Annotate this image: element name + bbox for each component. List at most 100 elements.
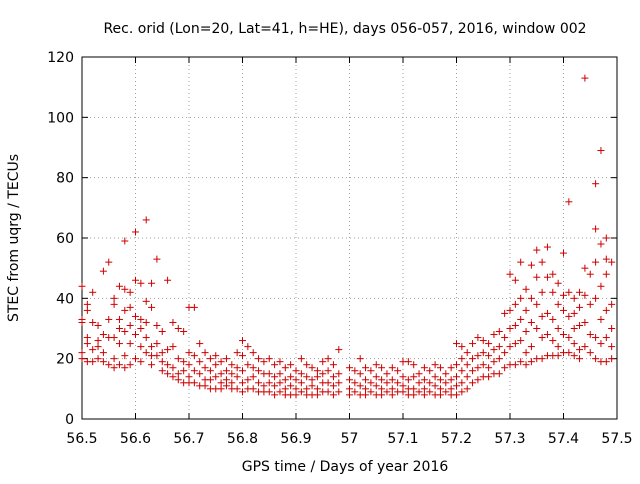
data-point [469,367,477,375]
data-point [543,243,551,251]
data-point [586,270,594,278]
data-point [324,355,332,363]
data-point [239,379,246,387]
data-point [592,225,600,233]
data-point [169,343,177,351]
data-point [501,364,509,372]
data-point [592,180,600,188]
data-point [533,246,541,254]
data-point [517,315,525,323]
data-point [335,370,343,378]
data-point [110,364,118,372]
data-point [527,294,535,302]
data-point [554,352,562,360]
data-point [99,358,107,366]
data-point [233,364,241,372]
data-point [581,291,589,299]
data-point [164,346,172,354]
x-tick-label: 57.3 [494,431,525,447]
data-point [196,340,204,348]
data-point [453,361,460,369]
data-point [110,300,118,308]
data-point [608,355,616,363]
data-point [474,364,482,372]
data-point [126,321,134,329]
data-point [538,334,546,342]
data-point [153,352,161,360]
data-point [474,352,482,360]
data-point [271,391,279,399]
data-point [174,355,182,363]
data-point [442,388,450,396]
data-point [474,376,482,384]
y-tick-label: 60 [56,231,74,247]
data-point [415,370,423,378]
data-point [388,385,396,393]
data-point [415,379,423,387]
data-point [308,376,316,384]
data-point [485,340,493,348]
data-point [570,325,578,332]
data-point [115,282,123,290]
data-point [239,367,246,375]
data-point [239,337,246,345]
data-point [501,309,509,317]
data-point [597,282,605,290]
data-point [517,258,525,266]
data-point [217,370,225,378]
data-point [576,346,584,354]
data-point [196,370,204,378]
data-point [276,379,284,387]
data-point [244,376,252,384]
data-point [410,373,418,381]
x-tick-label: 57.2 [441,431,472,447]
data-point [485,373,493,381]
data-point [94,337,102,345]
data-point [121,328,129,336]
data-point [201,382,209,390]
data-point [313,385,321,393]
data-point [410,385,418,393]
data-point [538,312,546,320]
data-point [196,358,204,366]
data-point [212,373,220,381]
data-point [511,361,519,369]
data-point [554,300,562,308]
data-point [148,279,156,287]
data-point [249,373,257,381]
data-points [78,74,616,399]
data-point [490,331,498,339]
data-point [608,258,616,266]
data-point [329,382,337,390]
data-point [394,379,402,387]
data-point [586,349,594,357]
data-point [137,358,145,366]
data-point [490,346,498,354]
data-point [442,379,450,387]
data-point [410,361,418,369]
data-point [105,258,113,266]
data-point [244,343,252,351]
data-point [420,385,428,393]
data-point [485,364,493,372]
data-point [602,358,610,366]
data-point [372,382,380,390]
data-point [506,325,514,332]
data-point [89,318,97,326]
data-point [351,379,359,387]
data-point [148,361,156,369]
data-point [592,294,600,302]
data-point [367,379,375,387]
data-point [362,385,370,393]
data-point [319,358,327,366]
data-point [89,346,97,354]
data-point [426,367,434,375]
data-point [89,358,97,366]
data-point [404,376,412,384]
data-point [495,370,503,378]
data-point [94,355,102,363]
data-point [388,376,396,384]
data-point [78,349,86,357]
data-point [239,352,246,360]
